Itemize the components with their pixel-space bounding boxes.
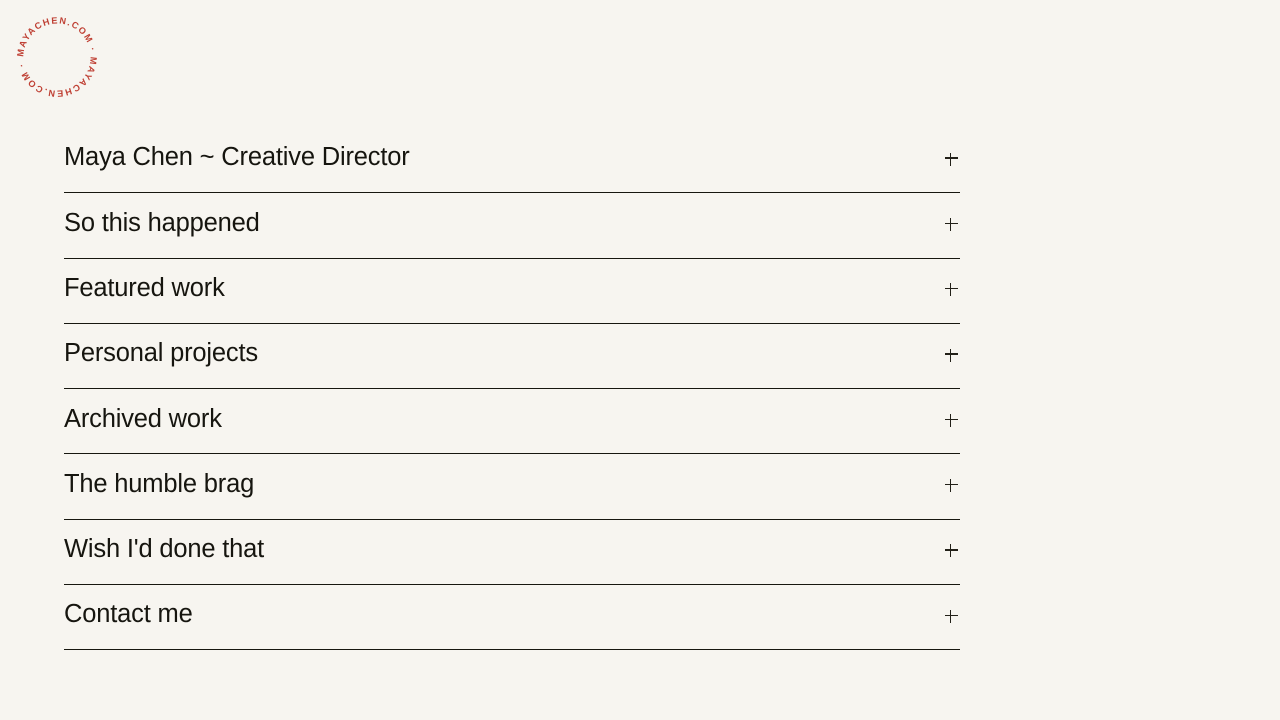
site-logo[interactable]: MAYACHEN.COM · MAYACHEN.COM · bbox=[14, 14, 100, 100]
circular-wordmark-icon: MAYACHEN.COM · MAYACHEN.COM · bbox=[15, 15, 98, 98]
plus-icon[interactable] bbox=[944, 477, 960, 493]
accordion-item-the-humble-brag[interactable]: The humble brag bbox=[64, 454, 960, 520]
accordion-item-label: Contact me bbox=[64, 600, 193, 629]
accordion-item-personal-projects[interactable]: Personal projects bbox=[64, 324, 960, 390]
plus-icon[interactable] bbox=[944, 215, 960, 231]
plus-icon[interactable] bbox=[944, 542, 960, 558]
accordion-item-so-this-happened[interactable]: So this happened bbox=[64, 193, 960, 259]
accordion-item-label: Maya Chen ~ Creative Director bbox=[64, 143, 410, 172]
logo-ring-text: MAYACHEN.COM · MAYACHEN.COM · bbox=[15, 15, 98, 98]
accordion-item-maya-chen-creative-director[interactable]: Maya Chen ~ Creative Director bbox=[64, 128, 960, 194]
plus-icon[interactable] bbox=[944, 150, 960, 166]
plus-icon[interactable] bbox=[944, 346, 960, 362]
accordion-list: Maya Chen ~ Creative Director So this ha… bbox=[64, 128, 960, 651]
accordion-item-featured-work[interactable]: Featured work bbox=[64, 259, 960, 324]
plus-icon[interactable] bbox=[944, 411, 960, 427]
plus-icon[interactable] bbox=[944, 607, 960, 623]
accordion-item-label: Wish I'd done that bbox=[64, 535, 265, 564]
plus-icon[interactable] bbox=[944, 281, 960, 297]
accordion-item-label: Archived work bbox=[64, 404, 222, 433]
accordion-item-label: So this happened bbox=[64, 208, 260, 237]
accordion-item-wish-id-done-that[interactable]: Wish I'd done that bbox=[64, 520, 960, 586]
accordion-item-label: The humble brag bbox=[64, 469, 255, 498]
accordion-item-label: Featured work bbox=[64, 273, 225, 302]
accordion-item-contact-me[interactable]: Contact me bbox=[64, 585, 960, 651]
accordion-item-archived-work[interactable]: Archived work bbox=[64, 389, 960, 455]
accordion-item-label: Personal projects bbox=[64, 339, 258, 368]
